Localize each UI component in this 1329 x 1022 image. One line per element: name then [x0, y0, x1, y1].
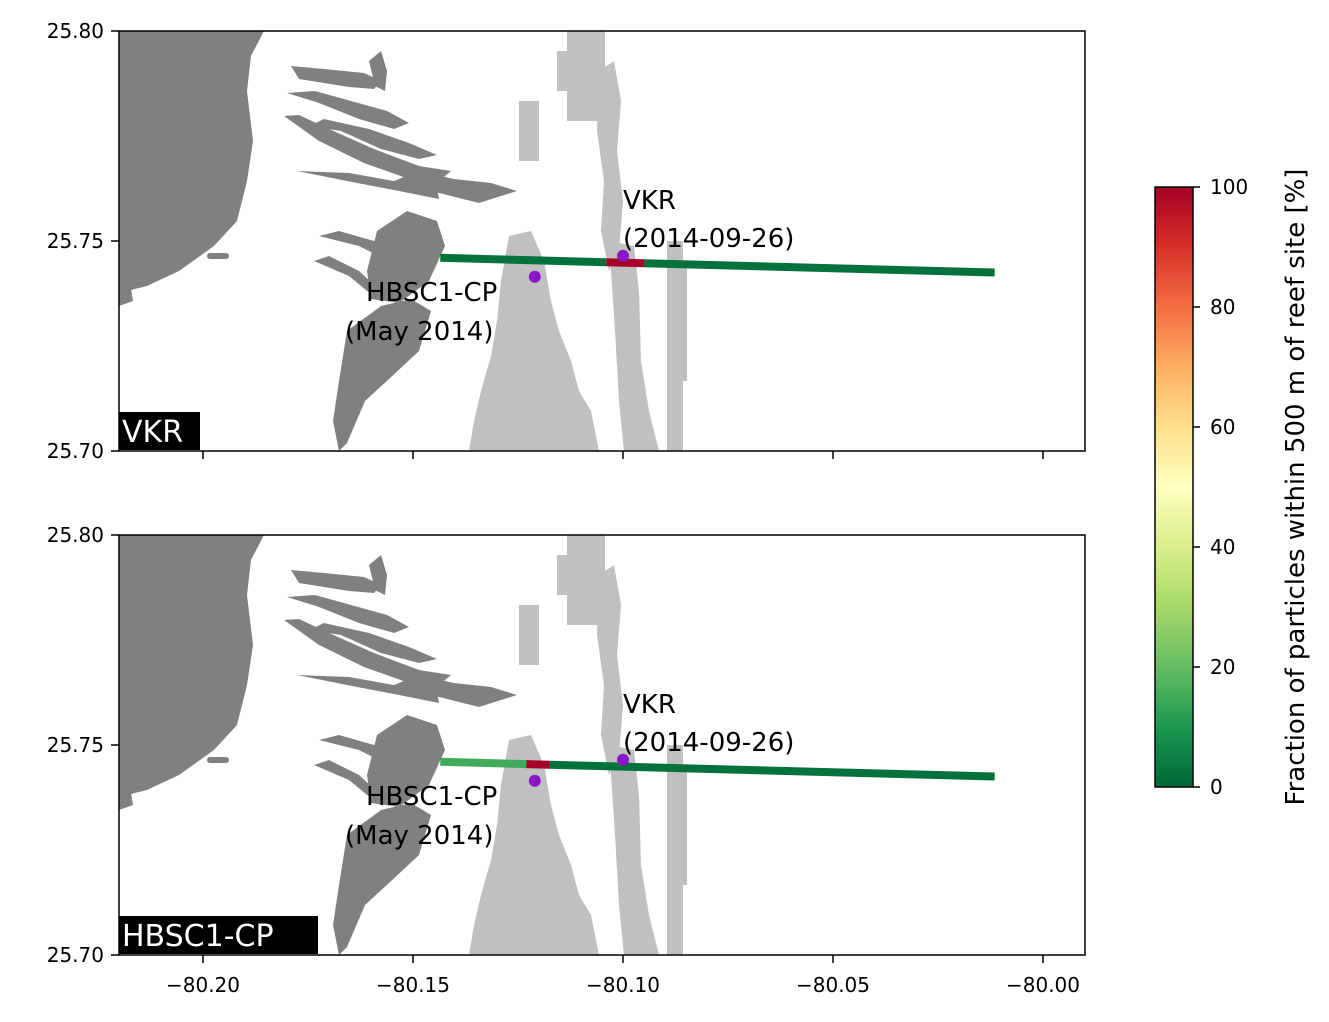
transect-segment: [440, 757, 527, 769]
map-area-bottom: [119, 535, 1085, 955]
vkr-site-marker-bottom: [617, 753, 629, 766]
transect-bottom: [440, 757, 995, 781]
y-tick-label-bottom-0: 25.80: [47, 523, 104, 547]
x-axis-top: [202, 451, 1044, 459]
y-tick-label-top-1: 25.75: [47, 229, 104, 253]
colorbar-bar: [1154, 186, 1194, 788]
panel-tag-bg-top: [119, 412, 200, 450]
panel-bottom: VKR (2014-09-26) HBSC1-CP (May 2014) HBS…: [47, 523, 1086, 997]
vkr-annotation-line1-top: VKR: [623, 186, 676, 216]
colorbar: 0 20 40 60 80 100 Fraction of particles …: [1154, 169, 1311, 806]
panel-tag-top: VKR: [122, 415, 183, 450]
x-tick-label-3: −80.05: [796, 973, 870, 997]
y-tick-label-bottom-2: 25.70: [47, 943, 104, 967]
panel-top: VKR (2014-09-26) HBSC1-CP (May 2014) VKR…: [47, 19, 1086, 463]
hbsc-annotation-line1-top: HBSC1-CP: [366, 278, 497, 308]
vkr-annotation-line2-bottom: (2014-09-26): [623, 728, 794, 758]
panel-tag-bottom: HBSC1-CP: [122, 919, 274, 954]
transect-top: [440, 253, 995, 277]
y-axis-top: 25.80 25.75 25.70: [47, 19, 119, 463]
transect-segment: [606, 258, 645, 268]
hbsc-annotation-line2-bottom: (May 2014): [345, 821, 493, 851]
hbsc-site-marker-bottom: [528, 774, 541, 787]
colorbar-tick-60: 60: [1210, 415, 1235, 439]
basemap-bottom: [119, 535, 1085, 955]
colorbar-tick-20: 20: [1210, 655, 1235, 679]
x-tick-label-0: −80.20: [166, 973, 240, 997]
map-area-top: [119, 31, 1085, 451]
colorbar-ticks: 0 20 40 60 80 100: [1193, 175, 1248, 799]
x-axis-bottom: −80.20 −80.15 −80.10 −80.05 −80.00: [166, 955, 1080, 997]
y-axis-bottom: 25.80 25.75 25.70: [47, 523, 119, 967]
transect-segment: [643, 259, 995, 277]
colorbar-tick-0: 0: [1210, 775, 1223, 799]
x-tick-label-2: −80.10: [586, 973, 660, 997]
transect-segment: [526, 760, 550, 769]
hbsc-site-marker-top: [528, 270, 541, 283]
transect-segment: [549, 760, 995, 781]
hbsc-annotation-line1-bottom: HBSC1-CP: [366, 782, 497, 812]
vkr-site-marker-top: [617, 249, 629, 262]
colorbar-tick-100: 100: [1210, 175, 1248, 199]
x-tick-label-1: −80.15: [376, 973, 450, 997]
colorbar-tick-40: 40: [1210, 535, 1235, 559]
vkr-annotation-line2-top: (2014-09-26): [623, 224, 794, 254]
y-tick-label-top-0: 25.80: [47, 19, 104, 43]
vkr-annotation-line1-bottom: VKR: [623, 690, 676, 720]
panel-tag-bg-bottom: [119, 916, 318, 954]
basemap-top: [119, 31, 1085, 451]
y-tick-label-bottom-1: 25.75: [47, 733, 104, 757]
transect-segment: [440, 253, 607, 267]
y-tick-label-top-2: 25.70: [47, 439, 104, 463]
x-tick-label-4: −80.00: [1006, 973, 1080, 997]
colorbar-tick-80: 80: [1210, 295, 1235, 319]
hbsc-annotation-line2-top: (May 2014): [345, 317, 493, 347]
colorbar-label: Fraction of particles within 500 m of re…: [1281, 169, 1311, 806]
